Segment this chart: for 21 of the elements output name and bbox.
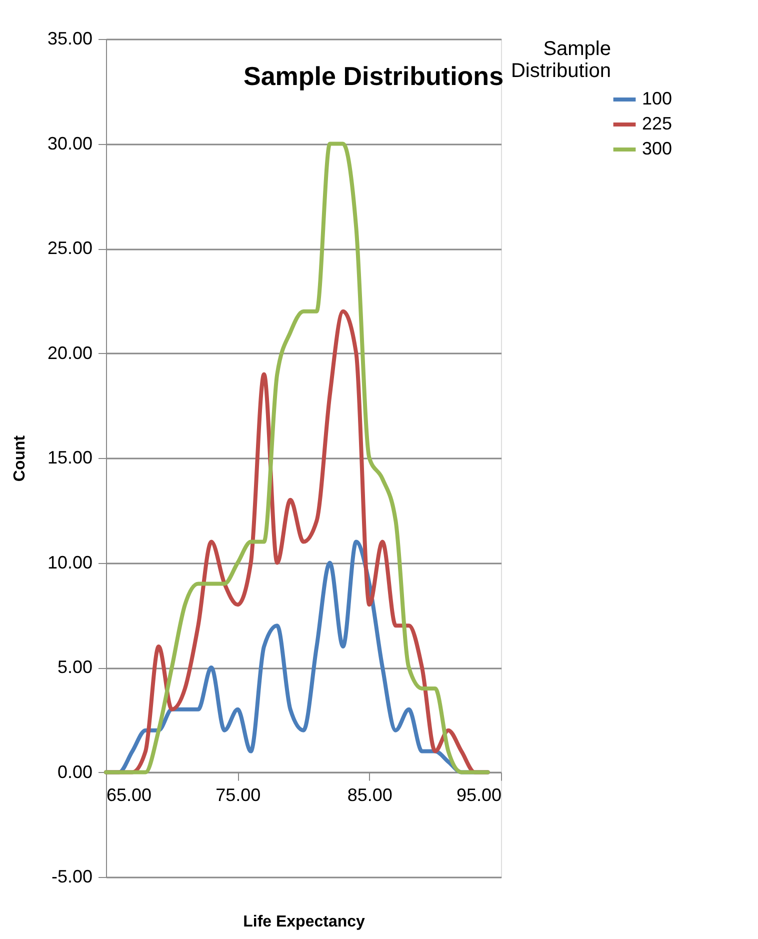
legend-label: 100 [642, 88, 672, 108]
legend-label: 300 [642, 138, 672, 158]
y-axis-title: Count [11, 434, 28, 482]
y-tick-label: 20.00 [47, 342, 92, 363]
x-tick-label: 85.00 [347, 784, 392, 805]
legend-title: Sample Distribution [510, 38, 611, 82]
y-tick-label: 15.00 [47, 448, 92, 468]
y-tick-label: 25.00 [47, 238, 92, 258]
y-tick-label: 0.00 [57, 762, 92, 782]
y-tick-label: 5.00 [57, 657, 92, 677]
y-tick-label: 10.00 [47, 552, 92, 572]
y-tick-label: 30.00 [47, 133, 92, 154]
text: Sample Distributions [243, 61, 504, 91]
x-axis-title: Life Expectancy [243, 914, 366, 930]
x-tick-label: 65.00 [106, 784, 152, 805]
x-tick-label: 95.00 [456, 784, 502, 805]
y-tick-label: 35.00 [47, 28, 92, 48]
line-series [104, 142, 490, 774]
x-tick-label: 75.00 [216, 784, 261, 805]
legend-label: 225 [642, 114, 672, 134]
y-tick-label: -5.00 [51, 866, 92, 886]
